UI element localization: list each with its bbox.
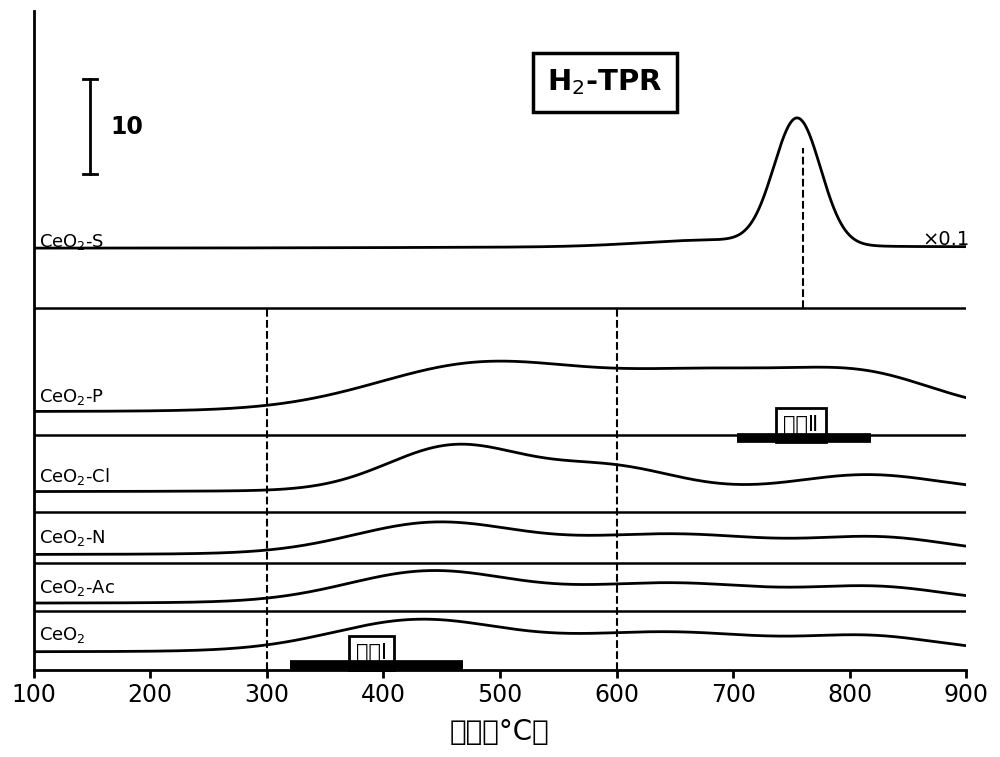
Text: CeO$_2$-Ac: CeO$_2$-Ac bbox=[39, 578, 116, 598]
Text: H$_2$-TPR: H$_2$-TPR bbox=[547, 67, 663, 97]
Text: CeO$_2$-S: CeO$_2$-S bbox=[39, 232, 105, 253]
Text: CeO$_2$: CeO$_2$ bbox=[39, 625, 86, 645]
Text: 区域Ⅰ: 区域Ⅰ bbox=[356, 643, 387, 663]
Text: CeO$_2$-N: CeO$_2$-N bbox=[39, 528, 106, 548]
Text: CeO$_2$-Cl: CeO$_2$-Cl bbox=[39, 466, 110, 488]
X-axis label: 温度（°C）: 温度（°C） bbox=[450, 718, 550, 746]
Text: ×0.1: ×0.1 bbox=[922, 230, 969, 249]
Text: 10: 10 bbox=[111, 115, 143, 139]
Text: 区域Ⅱ: 区域Ⅱ bbox=[783, 415, 818, 435]
Text: CeO$_2$-P: CeO$_2$-P bbox=[39, 387, 105, 407]
